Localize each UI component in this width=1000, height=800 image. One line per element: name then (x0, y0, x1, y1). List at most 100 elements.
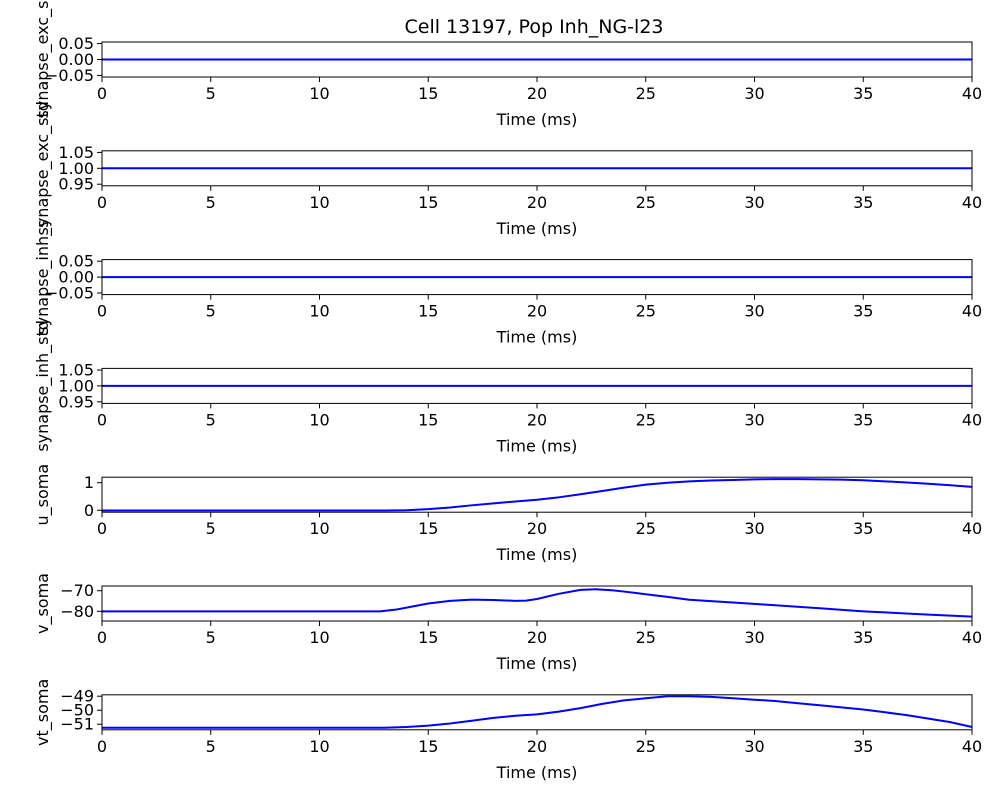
x-axis-label-3: Time (ms) (496, 328, 578, 347)
x-tick-label-4-6: 30 (744, 410, 764, 429)
y-tick-label-4-2: 1.05 (58, 360, 94, 379)
figure-title: Cell 13197, Pop Inh_NG-l23 (404, 16, 663, 38)
x-tick-label-5-0: 0 (97, 519, 107, 538)
x-tick-label-3-7: 35 (853, 302, 873, 321)
x-tick-label-3-3: 15 (418, 302, 438, 321)
subplot-6: 0 5 10 15 20 25 30 35 40 −80 −70 Time (ms) v_soma (33, 573, 982, 673)
x-tick-label-2-2: 10 (309, 193, 329, 212)
subplot-5: 0 5 10 15 20 25 30 35 40 0 1 Time (ms) u_soma (33, 464, 982, 564)
x-tick-label-2-8: 40 (962, 193, 982, 212)
x-tick-label-5-8: 40 (962, 519, 982, 538)
x-tick-label-1-3: 15 (418, 84, 438, 103)
y-axis-label-6: v_soma (33, 573, 53, 634)
x-tick-label-7-2: 10 (309, 737, 329, 756)
x-tick-label-6-8: 40 (962, 628, 982, 647)
y-tick-label-1-0: −0.05 (45, 66, 94, 85)
y-tick-label-4-1: 1.00 (58, 376, 94, 395)
x-tick-label-5-1: 5 (206, 519, 216, 538)
y-tick-label-3-2: 0.05 (58, 252, 94, 271)
x-tick-label-3-5: 25 (636, 302, 656, 321)
x-tick-label-4-0: 0 (97, 410, 107, 429)
x-tick-label-2-4: 20 (527, 193, 547, 212)
x-tick-label-7-4: 20 (527, 737, 547, 756)
x-tick-label-7-1: 5 (206, 737, 216, 756)
y-tick-label-6-1: −70 (60, 581, 94, 600)
y-tick-label-3-1: 0.00 (58, 268, 94, 287)
x-tick-label-2-6: 30 (744, 193, 764, 212)
x-tick-label-2-5: 25 (636, 193, 656, 212)
y-axis-label-2: synapse_exc_std (33, 101, 53, 235)
x-tick-label-6-2: 10 (309, 628, 329, 647)
x-tick-label-7-8: 40 (962, 737, 982, 756)
x-tick-label-4-8: 40 (962, 410, 982, 429)
x-tick-label-6-5: 25 (636, 628, 656, 647)
x-tick-label-3-8: 40 (962, 302, 982, 321)
subplot-1: 0 5 10 15 20 25 30 35 40 −0.050.000.05 Time (ms) sy… (33, 1, 982, 129)
x-tick-label-1-1: 5 (206, 84, 216, 103)
x-tick-label-2-7: 35 (853, 193, 873, 212)
x-tick-label-1-7: 35 (853, 84, 873, 103)
x-tick-label-7-0: 0 (97, 737, 107, 756)
x-tick-label-4-4: 20 (527, 410, 547, 429)
x-tick-label-5-4: 20 (527, 519, 547, 538)
series-line-5 (102, 478, 973, 512)
series-line-7 (102, 695, 973, 729)
x-tick-label-6-7: 35 (853, 628, 873, 647)
x-tick-label-1-2: 10 (309, 84, 329, 103)
y-tick-label-3-0: −0.05 (45, 284, 94, 303)
x-tick-label-6-3: 15 (418, 628, 438, 647)
x-tick-label-7-6: 30 (744, 737, 764, 756)
y-axis-label-7: vt_soma (33, 679, 53, 746)
y-tick-label-1-2: 0.05 (58, 34, 94, 53)
y-tick-label-6-0: −80 (60, 602, 94, 621)
y-axis-label-3: synapse_inh_s (33, 220, 53, 335)
x-tick-label-5-6: 30 (744, 519, 764, 538)
x-tick-label-1-5: 25 (636, 84, 656, 103)
x-tick-label-3-6: 30 (744, 302, 764, 321)
y-tick-label-7-0: −51 (60, 715, 94, 734)
x-tick-label-1-4: 20 (527, 84, 547, 103)
y-tick-label-2-2: 1.05 (58, 143, 94, 162)
x-tick-label-4-5: 25 (636, 410, 656, 429)
x-axis-label-7: Time (ms) (496, 763, 578, 782)
x-tick-label-2-0: 0 (97, 193, 107, 212)
x-tick-label-4-2: 10 (309, 410, 329, 429)
x-tick-label-2-1: 5 (206, 193, 216, 212)
x-tick-label-3-2: 10 (309, 302, 329, 321)
x-tick-label-6-6: 30 (744, 628, 764, 647)
x-tick-label-2-3: 15 (418, 193, 438, 212)
y-tick-label-4-0: 0.95 (58, 392, 94, 411)
y-tick-label-2-1: 1.00 (58, 159, 94, 178)
x-tick-label-5-2: 10 (309, 519, 329, 538)
x-axis-label-5: Time (ms) (496, 545, 578, 564)
y-axis-label-1: synapse_exc_s (33, 1, 53, 119)
series-line-6 (102, 588, 973, 618)
x-tick-label-3-0: 0 (97, 302, 107, 321)
x-tick-label-5-5: 25 (636, 519, 656, 538)
x-tick-label-7-5: 25 (636, 737, 656, 756)
subplot-4: 0 5 10 15 20 25 30 35 40 0.951.001.05 Time (ms) syn… (33, 320, 982, 455)
y-axis-label-4: synapse_inh_std (33, 320, 53, 452)
y-tick-label-2-0: 0.95 (58, 175, 94, 194)
x-tick-label-6-1: 5 (206, 628, 216, 647)
x-tick-label-4-1: 5 (206, 410, 216, 429)
x-tick-label-1-8: 40 (962, 84, 982, 103)
y-tick-label-5-1: 1 (84, 473, 94, 492)
x-axis-label-2: Time (ms) (496, 219, 578, 238)
y-tick-label-7-1: −50 (60, 701, 94, 720)
x-axis-label-6: Time (ms) (496, 654, 578, 673)
subplot-2: 0 5 10 15 20 25 30 35 40 0.951.001.05 Time (ms) syn… (33, 101, 982, 238)
x-tick-label-4-3: 15 (418, 410, 438, 429)
y-tick-label-5-0: 0 (84, 501, 94, 520)
x-tick-label-3-1: 5 (206, 302, 216, 321)
subplot-7: 0 5 10 15 20 25 30 35 40 −51−50−49 Time (ms) vt_som… (33, 679, 982, 782)
x-tick-label-7-7: 35 (853, 737, 873, 756)
x-axis-label-1: Time (ms) (496, 110, 578, 129)
x-tick-label-4-7: 35 (853, 410, 873, 429)
x-tick-label-7-3: 15 (418, 737, 438, 756)
y-tick-label-1-1: 0.00 (58, 50, 94, 69)
y-tick-label-7-2: −49 (60, 687, 94, 706)
x-tick-label-1-0: 0 (97, 84, 107, 103)
